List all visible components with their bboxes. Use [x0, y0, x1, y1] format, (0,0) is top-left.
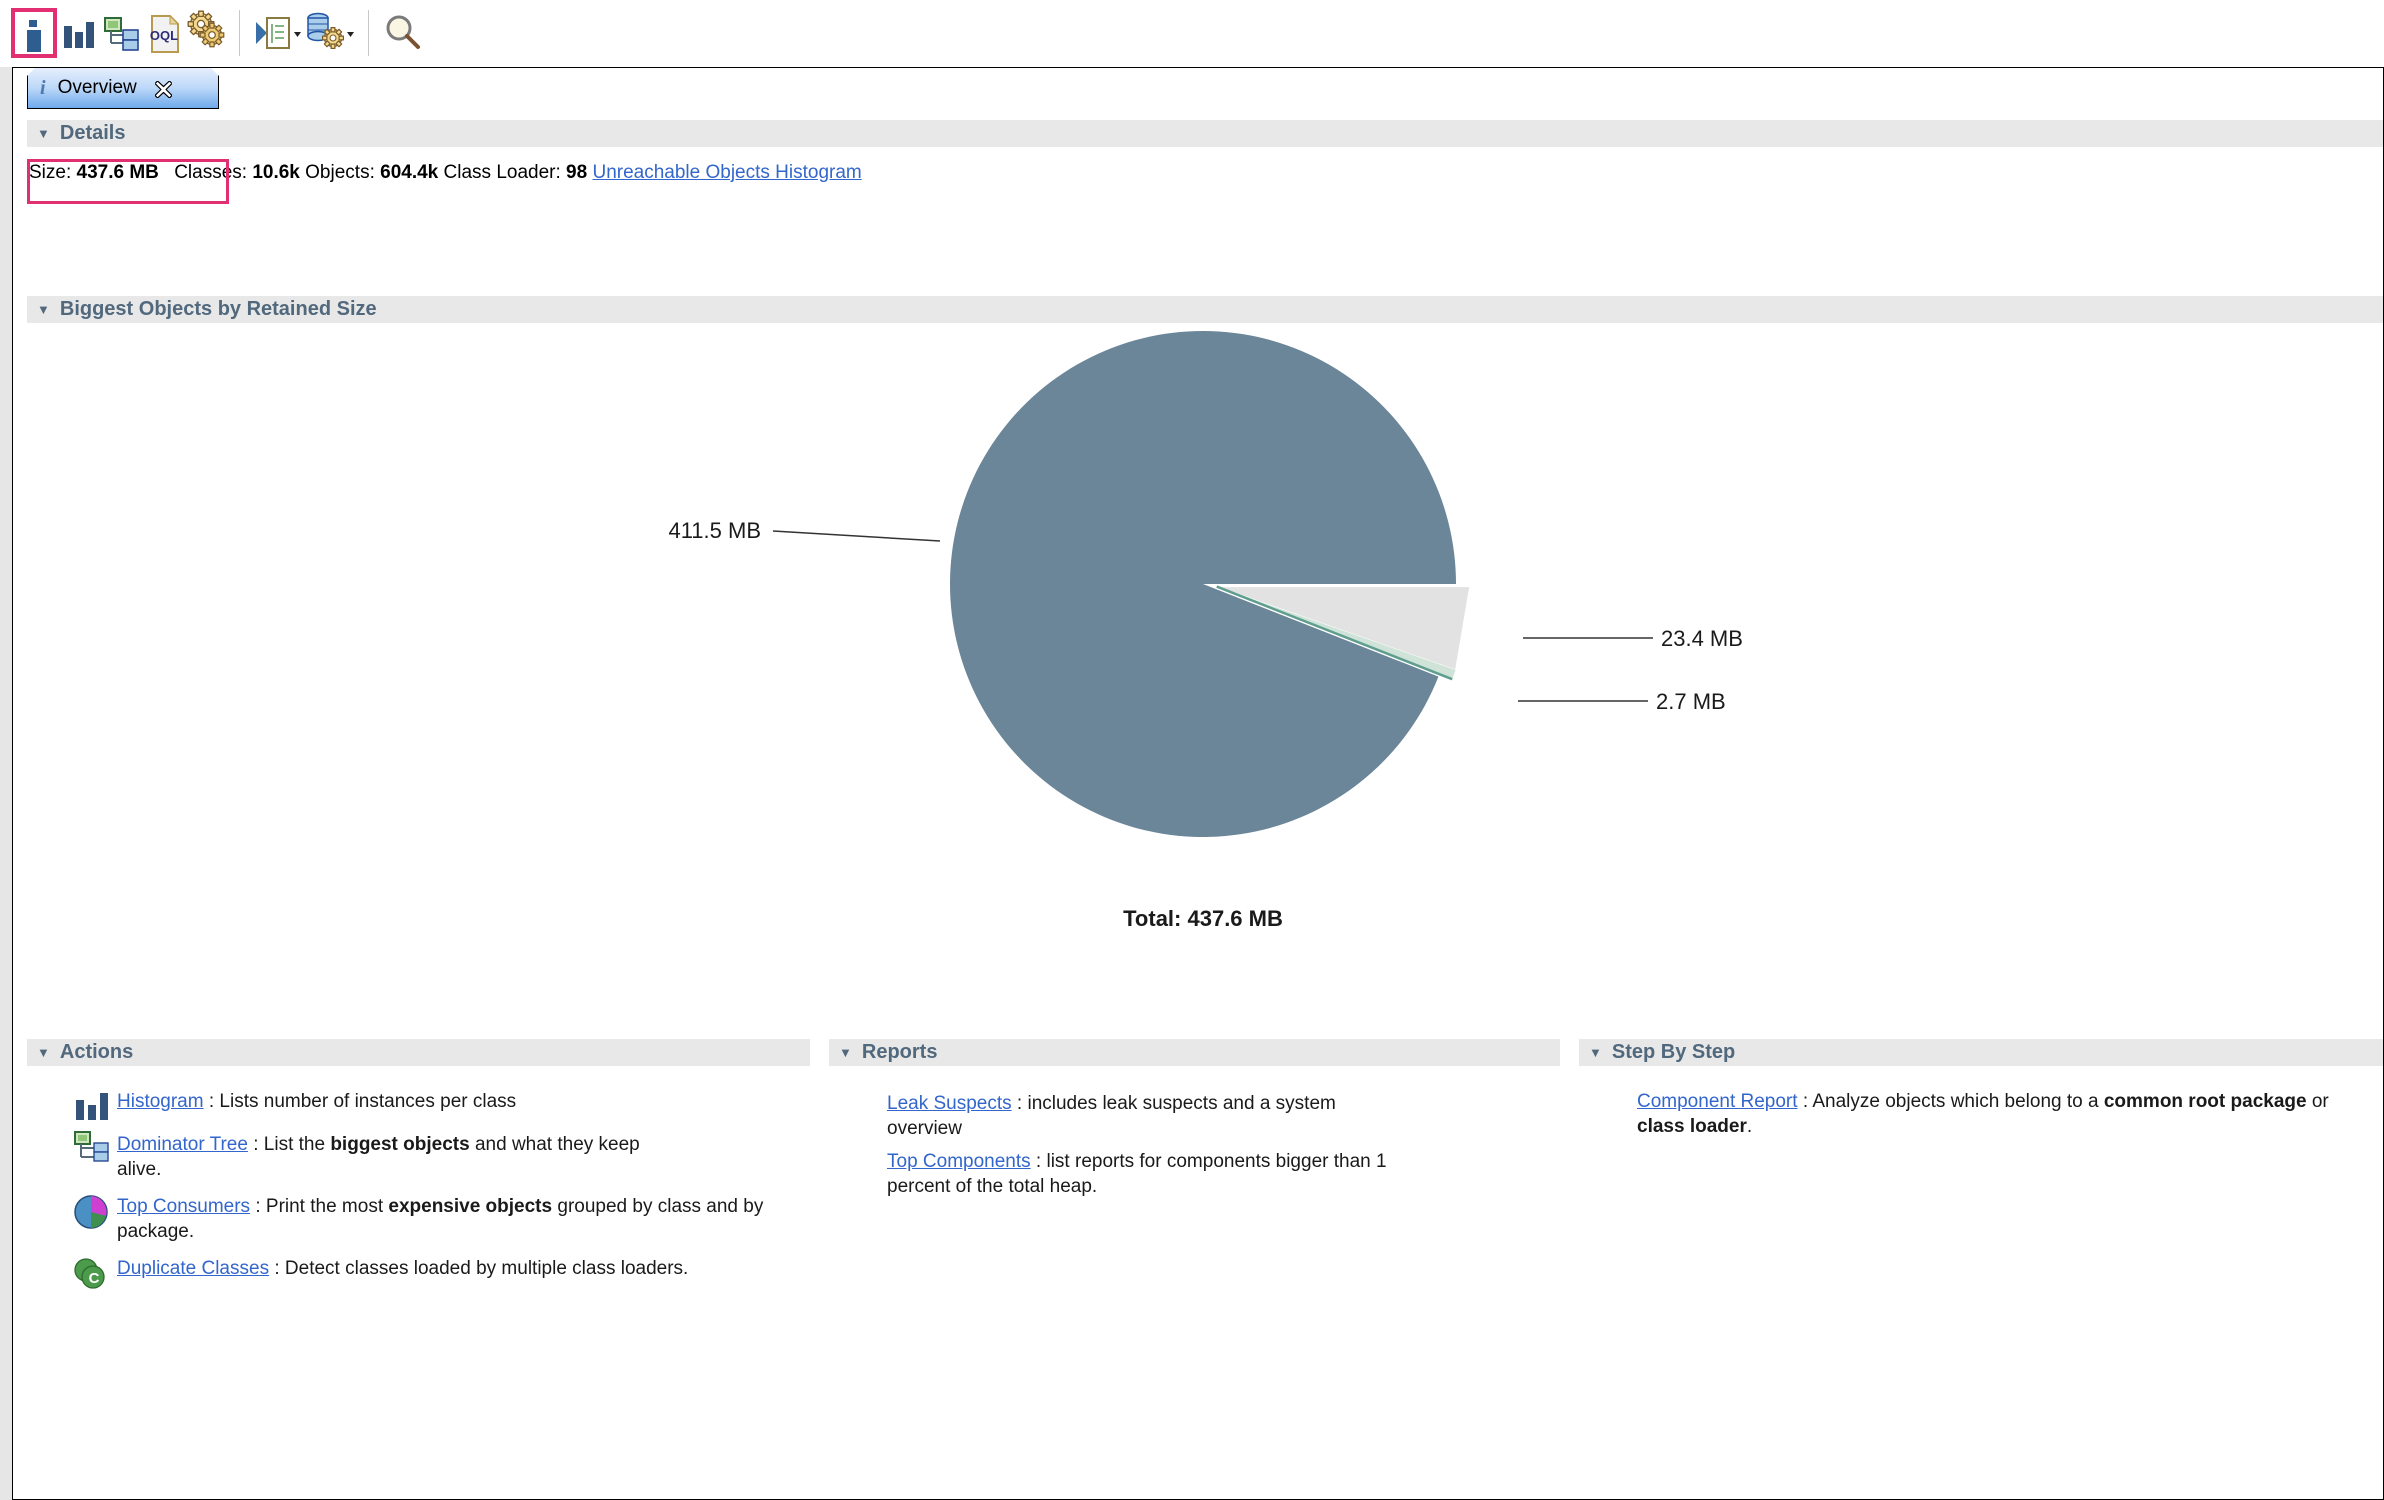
- svg-text:Total: 437.6 MB: Total: 437.6 MB: [1123, 906, 1283, 931]
- svg-text:OQL: OQL: [150, 28, 178, 43]
- svg-text:411.5 MB: 411.5 MB: [668, 518, 761, 543]
- svg-text:23.4 MB: 23.4 MB: [1661, 626, 1743, 651]
- svg-text:2.7 MB: 2.7 MB: [1656, 689, 1726, 714]
- svg-text:C: C: [89, 1270, 100, 1287]
